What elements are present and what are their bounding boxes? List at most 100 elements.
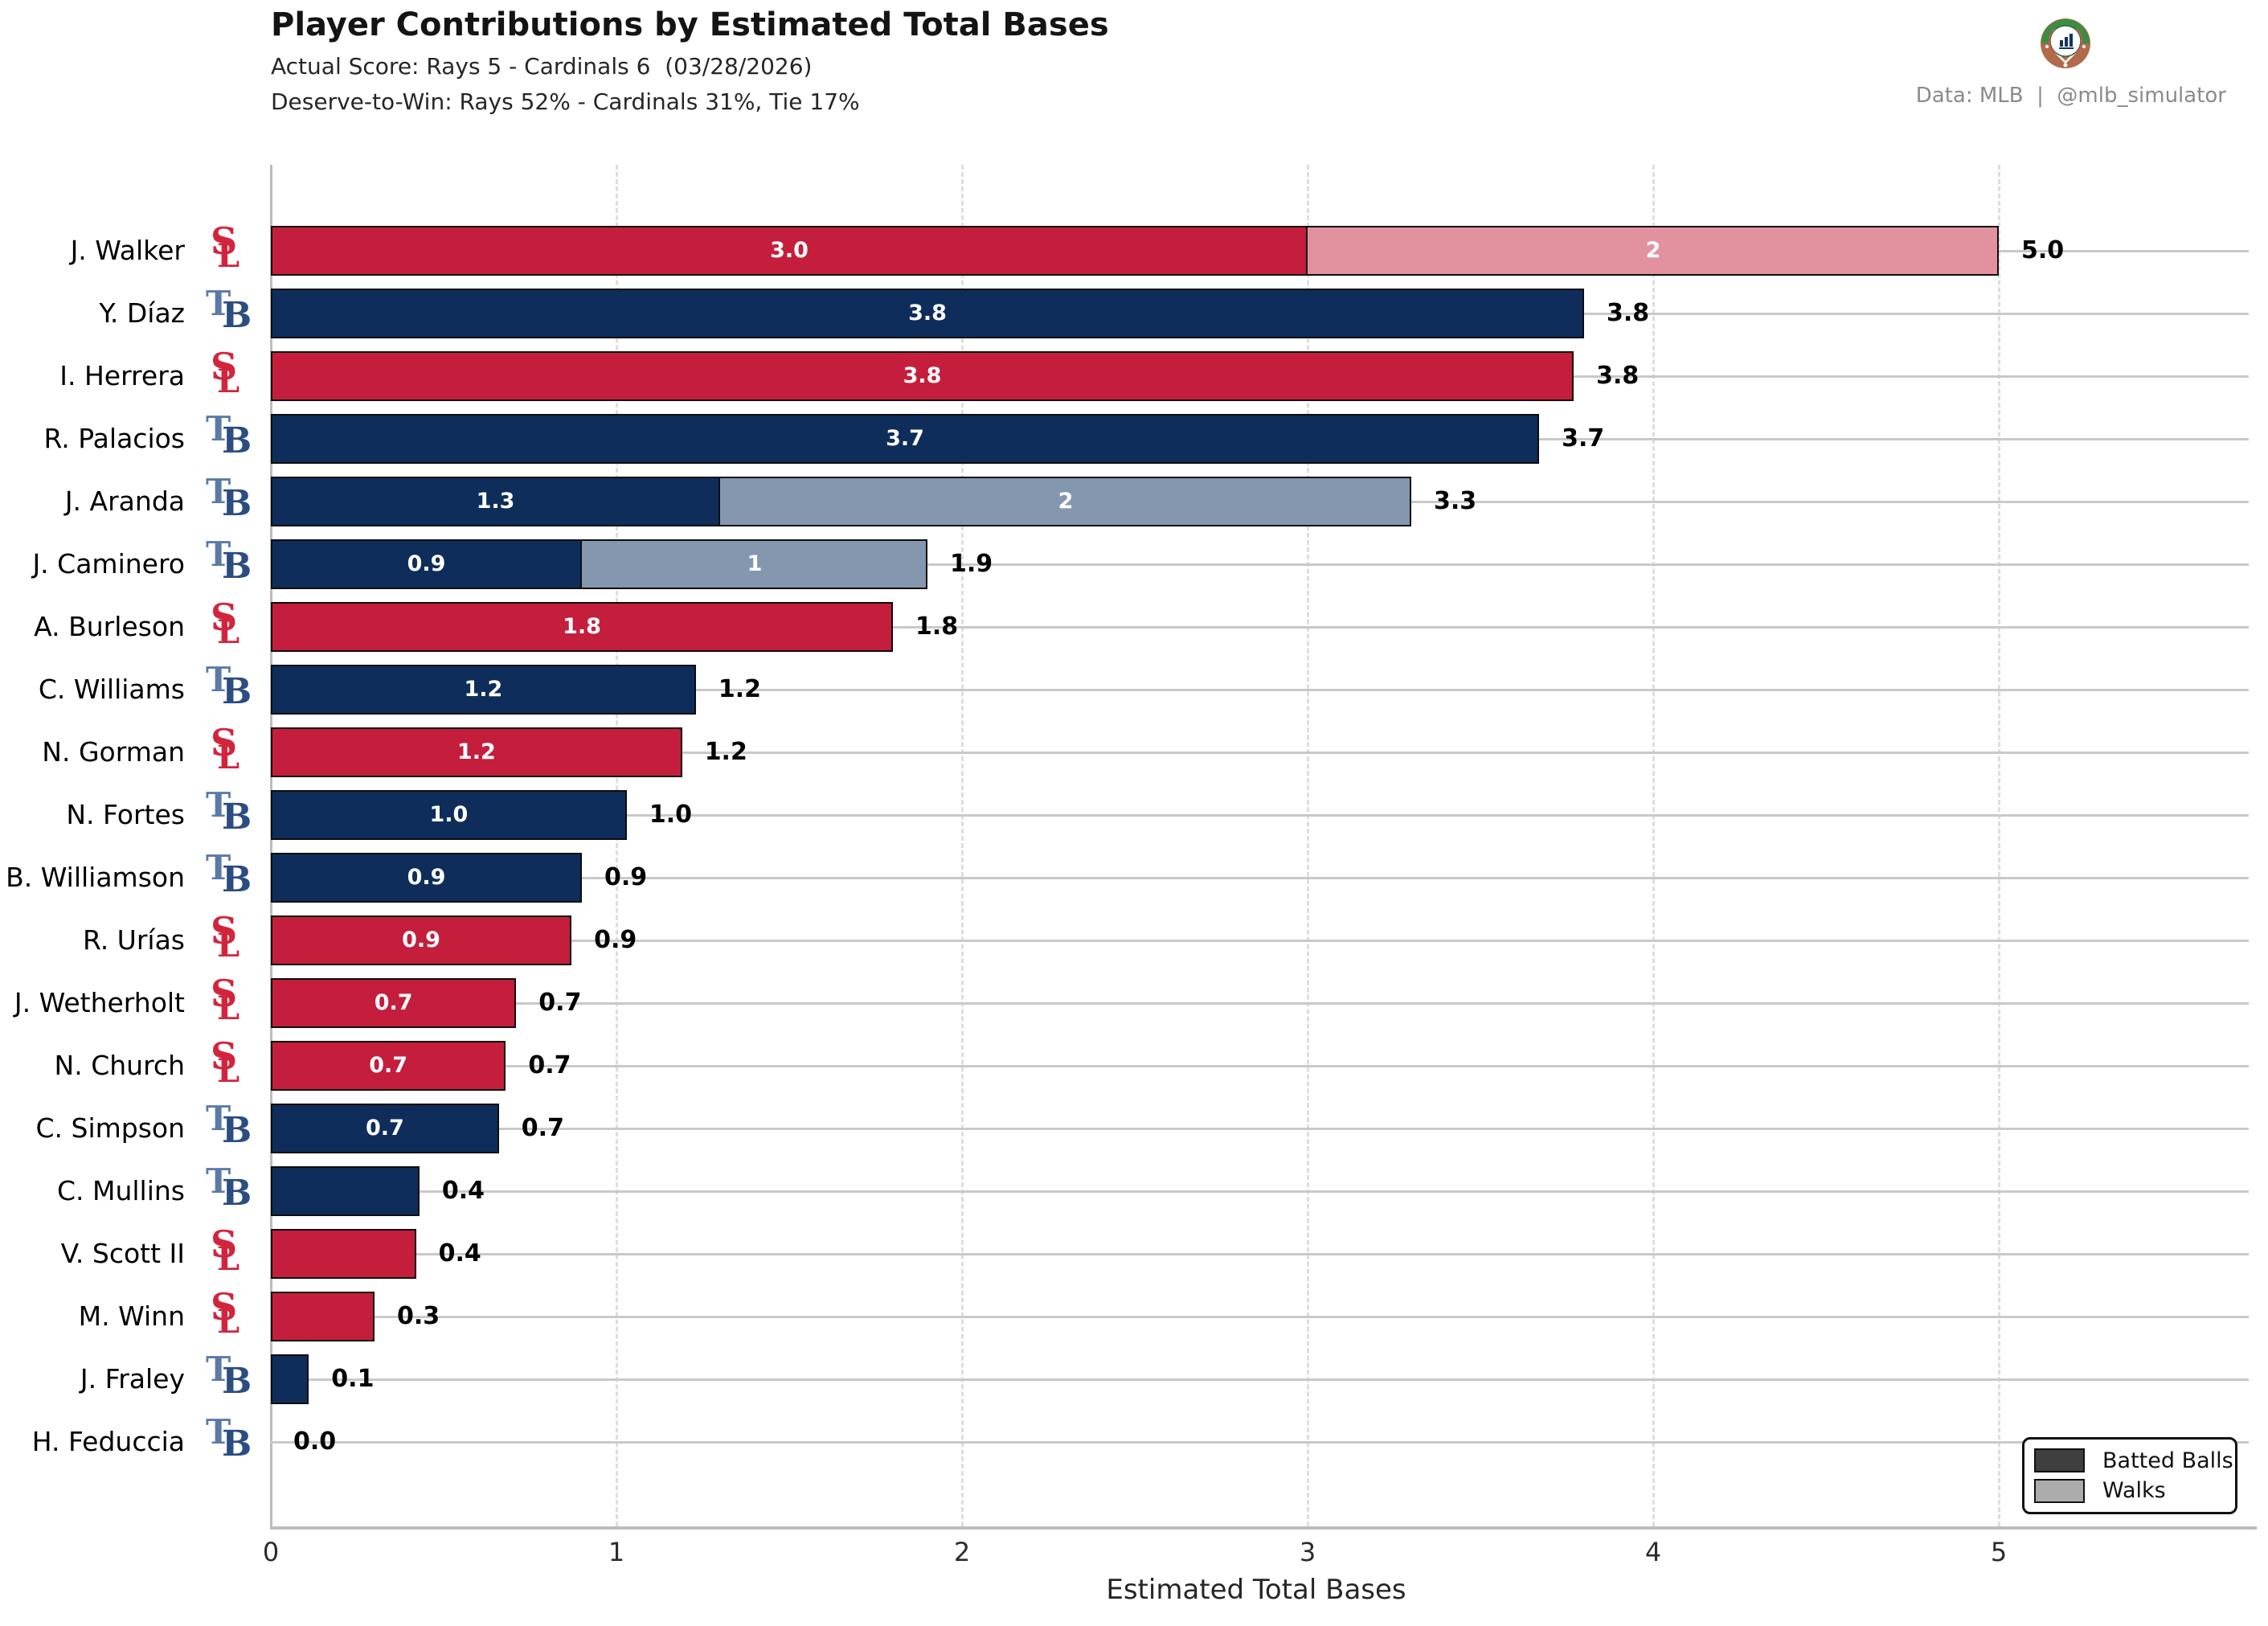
legend-label-walks: Walks: [2102, 1478, 2166, 1504]
row-guide-line: [271, 689, 2249, 691]
batted-value-label: 3.7: [886, 426, 924, 451]
subtitle-deserve-to-win: Deserve-to-Win: Rays 52% - Cardinals 31%…: [271, 88, 860, 115]
batted-balls-bar: [271, 602, 893, 652]
batted-balls-bar: [271, 1292, 375, 1341]
total-value-label: 1.0: [649, 801, 693, 829]
total-value-label: 1.2: [704, 738, 747, 766]
batted-value-label: 0.7: [369, 1053, 408, 1078]
logo-letter: B: [222, 1361, 252, 1402]
player-row: Y. Díaz T B 3.8 3.8: [0, 282, 2268, 345]
player-row: J. Walker S L 3.0 2 5.0: [0, 219, 2268, 282]
logo-letter: L: [217, 1240, 240, 1278]
batted-balls-bar: [271, 1104, 499, 1153]
player-name-label: V. Scott II: [60, 1238, 185, 1269]
player-name-label: I. Herrera: [59, 360, 185, 391]
chart-legend: Batted Balls Walks: [2022, 1437, 2237, 1514]
player-row: A. Burleson S L 1.8 1.8: [0, 596, 2268, 658]
logo-letter: B: [222, 546, 252, 587]
gridline-vertical: [961, 165, 964, 1526]
gridline-vertical: [616, 165, 618, 1526]
batted-balls-bar: [271, 1041, 506, 1091]
x-axis-title: Estimated Total Bases: [1106, 1574, 1406, 1606]
row-guide-line: [271, 877, 2249, 879]
x-tick-label: 0: [262, 1537, 280, 1567]
mlb-simulator-logo-icon: [2040, 18, 2091, 69]
player-name-label: Y. Díaz: [99, 297, 185, 329]
player-name-label: H. Feduccia: [31, 1426, 185, 1457]
row-guide-line: [271, 940, 2249, 942]
player-row: N. Church S L 0.7 0.7: [0, 1034, 2268, 1097]
row-guide-line: [271, 1253, 2249, 1255]
x-tick-label: 5: [1990, 1537, 2008, 1567]
legend-label-batted-balls: Batted Balls: [2102, 1448, 2233, 1473]
player-name-label: J. Caminero: [32, 548, 185, 580]
total-value-label: 0.9: [604, 863, 648, 891]
player-name-label: R. Urías: [82, 924, 185, 956]
player-name-label: C. Williams: [38, 674, 185, 705]
legend-entry-walks: Walks: [2034, 1478, 2235, 1503]
walks-value-label: 2: [1645, 238, 1661, 263]
player-name-label: C. Mullins: [56, 1175, 185, 1206]
total-value-label: 0.7: [528, 1051, 571, 1079]
logo-letter: B: [222, 483, 252, 524]
player-row: V. Scott II S L 0.4: [0, 1223, 2268, 1285]
total-value-label: 3.8: [1607, 299, 1650, 327]
logo-letter: B: [222, 295, 252, 336]
batted-balls-bar: [271, 665, 696, 715]
total-value-label: 0.4: [438, 1239, 481, 1268]
player-name-label: J. Aranda: [64, 485, 185, 517]
logo-letter: B: [222, 1173, 252, 1214]
page-title: Player Contributions by Estimated Total …: [271, 6, 1109, 43]
subtitle-actual-score: Actual Score: Rays 5 - Cardinals 6 (03/2…: [271, 53, 813, 80]
total-value-label: 0.3: [397, 1302, 440, 1330]
total-value-label: 1.9: [950, 550, 993, 578]
gridline-vertical: [1307, 165, 1309, 1526]
batted-balls-swatch-icon: [2034, 1448, 2085, 1473]
y-axis-line: [270, 165, 272, 1529]
batted-value-label: 3.0: [770, 238, 809, 263]
total-value-label: 0.1: [331, 1365, 375, 1393]
player-name-label: N. Fortes: [66, 799, 185, 830]
player-row: C. Williams T B 1.2 1.2: [0, 658, 2268, 721]
batted-value-label: 1.0: [429, 802, 469, 827]
player-row: R. Palacios T B 3.7 3.7: [0, 408, 2268, 470]
batted-balls-bar: [271, 539, 582, 589]
batted-balls-bar: [271, 727, 682, 777]
batted-value-label: 1.8: [563, 614, 601, 639]
logo-letter: S: [211, 345, 238, 388]
walks-value-label: 1: [747, 551, 763, 576]
batted-balls-bar: [271, 1166, 420, 1216]
logo-letter: S: [211, 1285, 238, 1329]
x-tick-label: 1: [608, 1537, 625, 1567]
logo-letter: L: [217, 1303, 240, 1341]
total-value-label: 0.9: [594, 926, 637, 954]
player-row: J. Fraley T B 0.1: [0, 1348, 2268, 1411]
row-guide-line: [271, 626, 2249, 629]
total-value-label: 3.8: [1596, 362, 1640, 390]
logo-letter: T: [206, 785, 231, 825]
batted-balls-bar: [271, 414, 1540, 464]
batted-value-label: 0.7: [365, 1116, 404, 1141]
logo-letter: T: [206, 848, 231, 887]
batted-balls-bar: [271, 1354, 309, 1404]
batted-balls-bar: [271, 915, 572, 965]
player-name-label: J. Walker: [70, 235, 185, 266]
player-name-label: N. Gorman: [42, 736, 185, 768]
row-guide-line: [271, 1002, 2249, 1005]
x-tick-label: 4: [1644, 1537, 1662, 1567]
logo-letter: B: [222, 420, 252, 461]
batted-value-label: 1.3: [476, 489, 515, 514]
walks-bar: [1306, 226, 1999, 276]
x-tick-label: 2: [953, 1537, 971, 1567]
